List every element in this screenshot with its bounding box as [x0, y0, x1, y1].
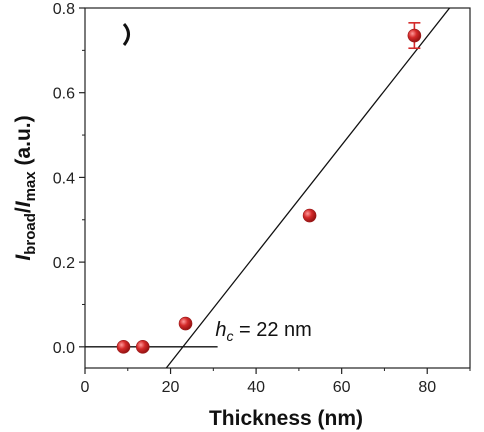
- y-tick-label: 0.2: [53, 255, 75, 272]
- y-tick-label: 0.6: [53, 86, 75, 103]
- plot-frame: [84, 7, 471, 369]
- x-tick-label: 20: [162, 379, 180, 396]
- x-tick-label: 40: [247, 379, 265, 396]
- x-tick-label: 0: [81, 379, 90, 396]
- annotation-hc: hc = 22 nm: [215, 319, 312, 344]
- data-point: [178, 316, 193, 331]
- fit-line: [165, 8, 451, 368]
- data-point: [116, 340, 131, 354]
- data-point: [407, 28, 422, 43]
- ticks: 0 20 40 60 80 0.0 0.2 0.4 0.6 0.8: [53, 1, 471, 396]
- x-axis-label: Thickness (nm): [209, 407, 363, 430]
- plot-border: [84, 7, 471, 369]
- panel-mark-icon: [122, 22, 130, 46]
- points: [116, 22, 422, 354]
- y-tick-label: 0.8: [53, 1, 75, 18]
- y-tick-label: 0.0: [53, 340, 75, 357]
- y-axis-label: Ibroad/Imax (a.u.): [12, 115, 39, 260]
- lines: [85, 8, 451, 368]
- x-tick-label: 60: [333, 379, 351, 396]
- data-point: [135, 340, 150, 354]
- x-tick-label: 80: [418, 379, 436, 396]
- y-tick-label: 0.4: [53, 170, 75, 187]
- data-point: [302, 208, 317, 223]
